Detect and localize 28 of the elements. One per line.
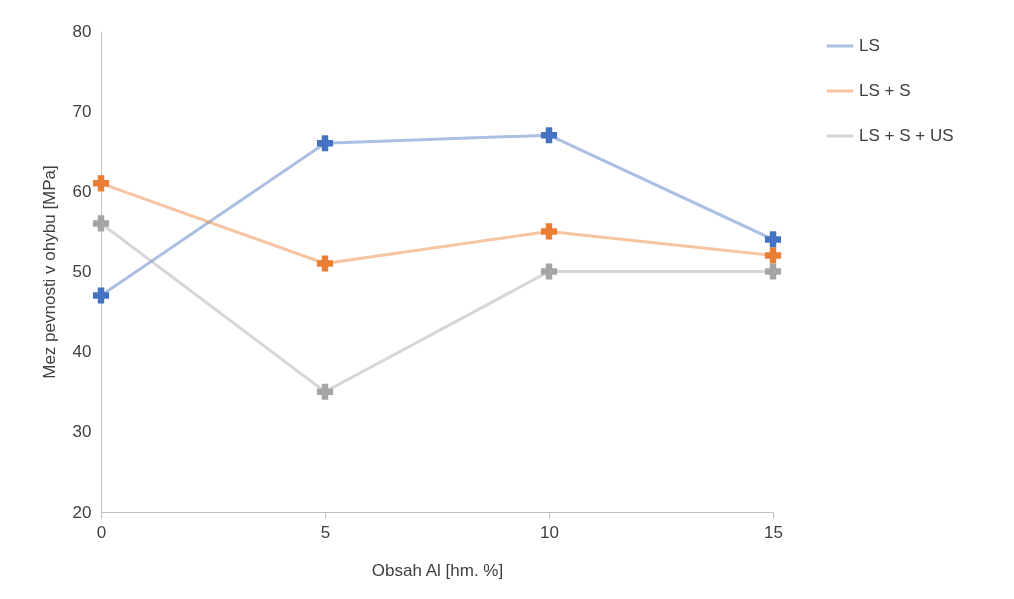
y-tick-label: 70 <box>72 101 92 121</box>
x-tick-label: 10 <box>540 522 559 542</box>
legend-label: LS + S + US <box>859 126 954 145</box>
x-tick-label: 0 <box>96 522 107 542</box>
point <box>92 287 110 304</box>
x-tick-label: 15 <box>764 522 783 542</box>
y-tick-label: 60 <box>72 181 92 201</box>
point <box>764 263 782 280</box>
point <box>540 223 558 240</box>
point <box>316 383 334 400</box>
point <box>92 175 110 192</box>
point <box>540 263 558 280</box>
y-tick-label: 40 <box>72 342 92 362</box>
point <box>764 247 782 264</box>
x-tick-label: 5 <box>320 522 331 542</box>
legend-label: LS + S <box>859 81 911 100</box>
point <box>316 135 334 152</box>
x-axis-title: Obsah Al [hm. %] <box>371 560 504 580</box>
y-tick-label: 30 <box>72 422 92 442</box>
legend-label: LS <box>859 36 880 55</box>
y-axis-title: Mez pevnosti v ohybu [MPa] <box>39 165 59 379</box>
y-tick-label: 80 <box>72 21 92 41</box>
point <box>540 127 558 144</box>
y-tick-label: 50 <box>72 262 92 281</box>
y-tick-label: 20 <box>72 502 92 522</box>
point <box>764 231 782 248</box>
point <box>316 255 334 272</box>
point <box>92 215 110 232</box>
